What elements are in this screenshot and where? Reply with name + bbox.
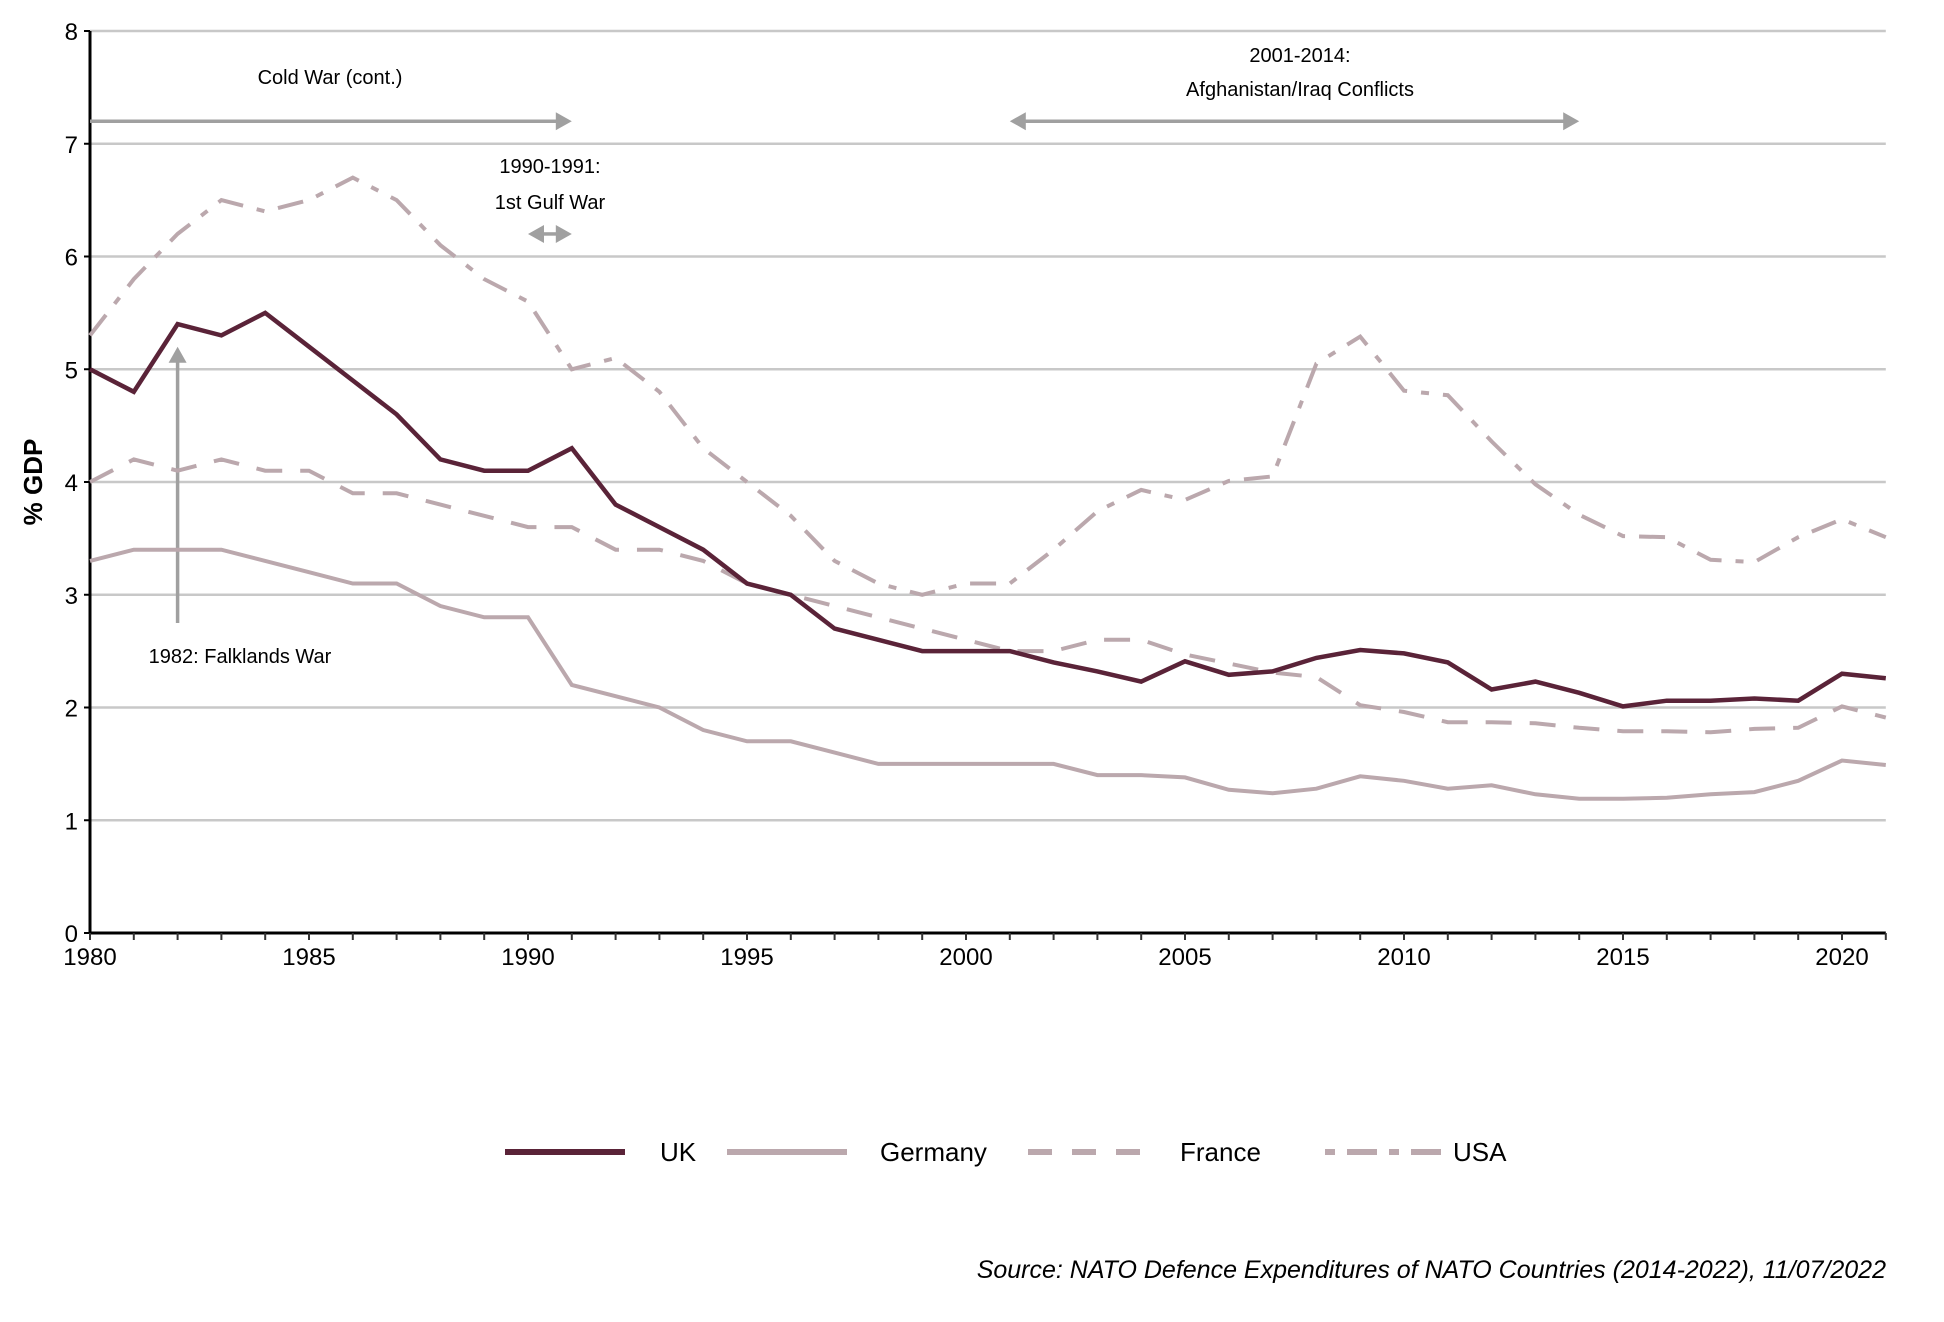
legend-label: France — [1180, 1137, 1261, 1167]
annotation-gulf-war: 1990-1991: 1st Gulf War — [495, 156, 606, 243]
legend-label: USA — [1453, 1137, 1507, 1167]
arrow-head-icon — [555, 224, 572, 243]
arrow-head-icon — [168, 346, 187, 363]
legend-item-usa: USA — [1325, 1137, 1507, 1167]
y-tick-label: 6 — [65, 245, 78, 272]
arrow-head-icon — [1563, 112, 1580, 131]
annotation-text: Cold War (cont.) — [258, 67, 403, 89]
annotation-text: Afghanistan/Iraq Conflicts — [1186, 79, 1414, 101]
y-tick-label: 5 — [65, 357, 78, 384]
x-tick-label: 2010 — [1377, 944, 1430, 971]
x-axis: 1980 1985 1990 1995 2000 2005 2010 2015 2020 — [63, 931, 1887, 971]
y-tick-label: 8 — [65, 19, 78, 46]
x-tick-label: 1985 — [282, 944, 335, 971]
series-line-usa — [88, 175, 1887, 597]
y-axis: 0 1 2 3 4 5 6 7 8 — [65, 19, 92, 948]
annotation-afghan-iraq: 2001-2014: Afghanistan/Iraq Conflicts — [1009, 45, 1580, 131]
arrow-head-icon — [1009, 112, 1026, 131]
source-note: Source: NATO Defence Expenditures of NAT… — [977, 1256, 1886, 1284]
x-tick-label: 2020 — [1815, 944, 1868, 971]
series-lines — [88, 175, 1887, 801]
arrow-head-icon — [528, 224, 544, 243]
legend-label: Germany — [880, 1137, 987, 1167]
y-tick-label: 1 — [65, 808, 78, 835]
legend-item-uk: UK — [505, 1137, 697, 1167]
y-tick-label: 7 — [65, 132, 78, 159]
y-tick-label: 2 — [65, 696, 78, 723]
y-tick-label: 4 — [65, 470, 78, 497]
series-line-germany — [89, 547, 1887, 801]
annotation-text: 1st Gulf War — [495, 192, 606, 214]
annotation-cold-war: Cold War (cont.) — [90, 67, 572, 131]
x-tick-label: 1980 — [63, 944, 116, 971]
annotation-text: 1982: Falklands War — [149, 646, 332, 668]
legend-label: UK — [660, 1137, 697, 1167]
x-tick-label: 1990 — [501, 944, 554, 971]
legend: UK Germany France USA — [505, 1137, 1507, 1167]
annotations: Cold War (cont.) 1990-1991: 1st Gulf War 20… — [90, 45, 1580, 668]
y-axis-label: % GDP — [18, 439, 48, 526]
annotation-falklands: 1982: Falklands War — [149, 346, 332, 668]
series-line-uk — [88, 310, 1887, 709]
x-tick-label: 2015 — [1596, 944, 1649, 971]
gridlines — [90, 29, 1886, 822]
x-tick-label: 1995 — [720, 944, 773, 971]
annotation-text: 1990-1991: — [499, 156, 600, 178]
arrow-head-icon — [555, 112, 572, 131]
series-line-france — [89, 457, 1887, 735]
y-tick-label: 0 — [65, 921, 78, 948]
x-tick-label: 2005 — [1158, 944, 1211, 971]
y-tick-label: 3 — [65, 583, 78, 610]
annotation-text: 2001-2014: — [1249, 45, 1350, 67]
legend-item-germany: Germany — [727, 1137, 987, 1167]
legend-item-france: France — [1028, 1137, 1261, 1167]
x-tick-label: 2000 — [939, 944, 992, 971]
